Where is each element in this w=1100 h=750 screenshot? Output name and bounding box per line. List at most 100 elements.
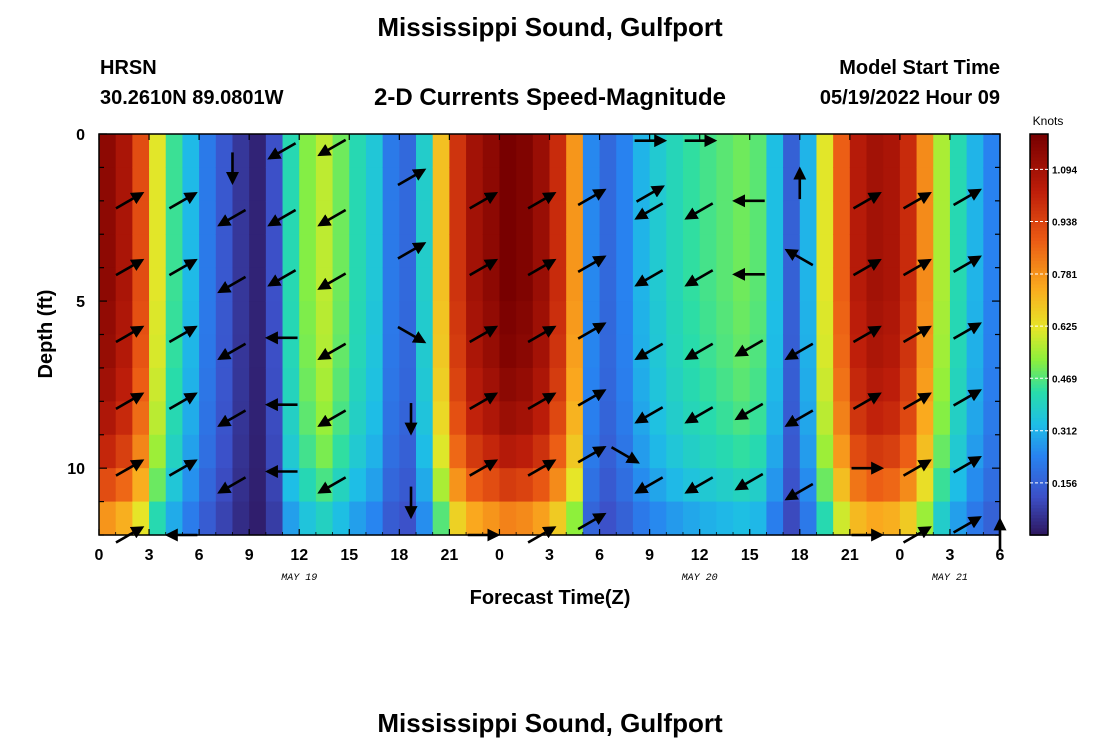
heatmap-cell	[833, 167, 851, 202]
heatmap-cell	[849, 301, 868, 336]
current-vector-arrow	[217, 409, 247, 427]
heatmap-cell	[599, 367, 617, 402]
heatmap-cell	[249, 501, 267, 536]
colorbar-segment	[1030, 274, 1048, 279]
colorbar-segment	[1030, 294, 1048, 299]
heatmap-cell	[182, 334, 200, 369]
heatmap-cell	[199, 301, 217, 336]
heatmap-cell	[382, 200, 400, 235]
heatmap-cell	[883, 234, 901, 269]
heatmap-cell	[716, 134, 734, 169]
colorbar-segment	[1030, 150, 1048, 155]
heatmap-cell	[432, 401, 450, 436]
colorbar-segment	[1030, 454, 1048, 459]
colorbar-segment	[1030, 494, 1048, 500]
heatmap-cell	[799, 167, 818, 202]
heatmap-cell	[933, 267, 951, 302]
heatmap-cell	[499, 401, 517, 436]
heatmap-cell	[199, 167, 217, 202]
colorbar-segment	[1030, 140, 1048, 145]
colorbar-segment	[1030, 254, 1048, 259]
heatmap-cell	[566, 367, 584, 402]
current-vector-arrow	[684, 476, 714, 494]
colorbar-segment	[1030, 317, 1048, 322]
current-vector-arrow	[217, 342, 247, 361]
heatmap-cell	[532, 334, 551, 369]
heatmap-cell	[282, 134, 300, 169]
colorbar-segment	[1030, 234, 1048, 239]
colorbar-segment	[1030, 514, 1048, 520]
heatmap-cell	[783, 234, 801, 269]
heatmap-cell	[666, 167, 684, 202]
heatmap-cell	[949, 234, 968, 269]
heatmap-cell	[416, 200, 434, 235]
heatmap-cell	[432, 367, 450, 402]
heatmap-cell	[382, 267, 400, 302]
heatmap-cell	[232, 301, 250, 336]
heatmap-cell	[315, 301, 334, 336]
heatmap-cell	[599, 434, 617, 469]
heatmap-cell	[616, 134, 634, 169]
heatmap-cell	[749, 167, 768, 202]
current-vector-arrow	[115, 459, 145, 477]
heatmap-cell	[666, 434, 684, 469]
heatmap-cell	[649, 134, 667, 169]
colorbar-segment	[1030, 391, 1048, 396]
heatmap-cell	[616, 334, 634, 369]
heatmap-cell	[566, 334, 584, 369]
chart-title: Mississippi Sound, Gulfport	[377, 12, 723, 42]
current-vector-arrow	[610, 446, 640, 464]
colorbar-segment	[1030, 468, 1048, 473]
current-vector-arrow	[734, 339, 764, 357]
heatmap-cell	[549, 167, 567, 202]
colorbar-segment	[1030, 434, 1048, 439]
heatmap-cell	[149, 434, 167, 469]
heatmap-cell	[883, 401, 901, 436]
heatmap-cell	[466, 367, 484, 402]
heatmap-cell	[399, 301, 417, 336]
heatmap-cell	[899, 501, 918, 536]
heatmap-cell	[99, 167, 117, 202]
current-vector-arrow	[852, 392, 882, 410]
heatmap-cell	[699, 167, 717, 202]
heatmap-cell	[949, 367, 968, 402]
heatmap-cell	[299, 367, 317, 402]
current-vector-arrow	[902, 459, 932, 477]
heatmap-cell	[883, 200, 901, 235]
heatmap-cell	[232, 134, 250, 169]
colorbar-segment	[1030, 491, 1048, 496]
heatmap-cell	[566, 501, 584, 536]
heatmap-cell	[833, 301, 851, 336]
heatmap-cell	[716, 401, 734, 436]
colorbar-segment	[1030, 357, 1048, 363]
heatmap-cell	[332, 167, 350, 202]
heatmap-cell	[165, 367, 184, 402]
heatmap-cell	[733, 301, 751, 336]
current-vector-arrow	[397, 242, 427, 260]
heatmap-cell	[132, 401, 150, 436]
heatmap-cell	[983, 267, 1001, 302]
heatmap-cell	[866, 267, 884, 302]
heatmap-cell	[916, 334, 934, 369]
heatmap-cell	[265, 501, 284, 536]
colorbar-segment	[1030, 524, 1048, 530]
current-vector-arrow	[115, 192, 145, 210]
heatmap-cell	[649, 401, 667, 436]
heatmap-cell	[182, 200, 200, 235]
heatmap-cell	[249, 401, 267, 436]
colorbar-segment	[1030, 344, 1048, 349]
heatmap-cell	[232, 434, 250, 469]
heatmap-cell	[733, 167, 751, 202]
heatmap-cell	[165, 501, 184, 536]
heatmap-cell	[949, 334, 968, 369]
x-tick-label: 3	[545, 547, 554, 564]
heatmap-cell	[599, 301, 617, 336]
y-axis: 0 5 10	[67, 127, 1000, 536]
heatmap-cell	[933, 334, 951, 369]
heatmap-cell	[749, 301, 768, 336]
heatmap-cell	[566, 468, 584, 503]
colorbar-segment	[1030, 424, 1048, 429]
current-vector-arrow	[267, 142, 297, 160]
heatmap-cell	[733, 267, 751, 302]
heatmap-cell	[933, 434, 951, 469]
